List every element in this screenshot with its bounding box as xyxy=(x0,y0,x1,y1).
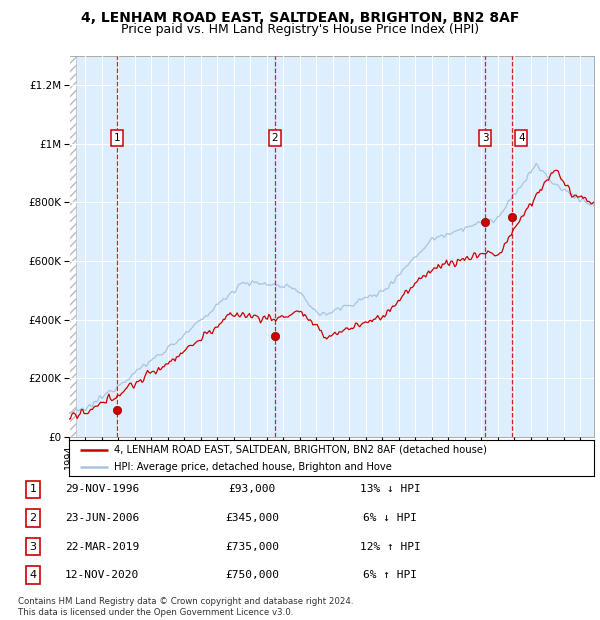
Text: 4, LENHAM ROAD EAST, SALTDEAN, BRIGHTON, BN2 8AF: 4, LENHAM ROAD EAST, SALTDEAN, BRIGHTON,… xyxy=(81,11,519,25)
Text: 3: 3 xyxy=(29,541,37,552)
Text: £750,000: £750,000 xyxy=(225,570,279,580)
Text: 2: 2 xyxy=(272,133,278,143)
Text: 6% ↓ HPI: 6% ↓ HPI xyxy=(363,513,417,523)
Text: 23-JUN-2006: 23-JUN-2006 xyxy=(65,513,139,523)
Text: 12-NOV-2020: 12-NOV-2020 xyxy=(65,570,139,580)
Text: 6% ↑ HPI: 6% ↑ HPI xyxy=(363,570,417,580)
Text: 29-NOV-1996: 29-NOV-1996 xyxy=(65,484,139,495)
Text: 13% ↓ HPI: 13% ↓ HPI xyxy=(359,484,421,495)
Text: 4: 4 xyxy=(29,570,37,580)
Text: 1: 1 xyxy=(29,484,37,495)
Text: 4, LENHAM ROAD EAST, SALTDEAN, BRIGHTON, BN2 8AF (detached house): 4, LENHAM ROAD EAST, SALTDEAN, BRIGHTON,… xyxy=(113,445,487,455)
Text: £345,000: £345,000 xyxy=(225,513,279,523)
Text: Contains HM Land Registry data © Crown copyright and database right 2024.
This d: Contains HM Land Registry data © Crown c… xyxy=(18,598,353,617)
Text: 1: 1 xyxy=(113,133,121,143)
Text: 22-MAR-2019: 22-MAR-2019 xyxy=(65,541,139,552)
Text: £93,000: £93,000 xyxy=(229,484,275,495)
Text: 2: 2 xyxy=(29,513,37,523)
Text: 4: 4 xyxy=(518,133,524,143)
Text: HPI: Average price, detached house, Brighton and Hove: HPI: Average price, detached house, Brig… xyxy=(113,462,392,472)
Text: 3: 3 xyxy=(482,133,488,143)
Text: 12% ↑ HPI: 12% ↑ HPI xyxy=(359,541,421,552)
Bar xyxy=(69,56,76,437)
Text: Price paid vs. HM Land Registry's House Price Index (HPI): Price paid vs. HM Land Registry's House … xyxy=(121,23,479,36)
Text: £735,000: £735,000 xyxy=(225,541,279,552)
